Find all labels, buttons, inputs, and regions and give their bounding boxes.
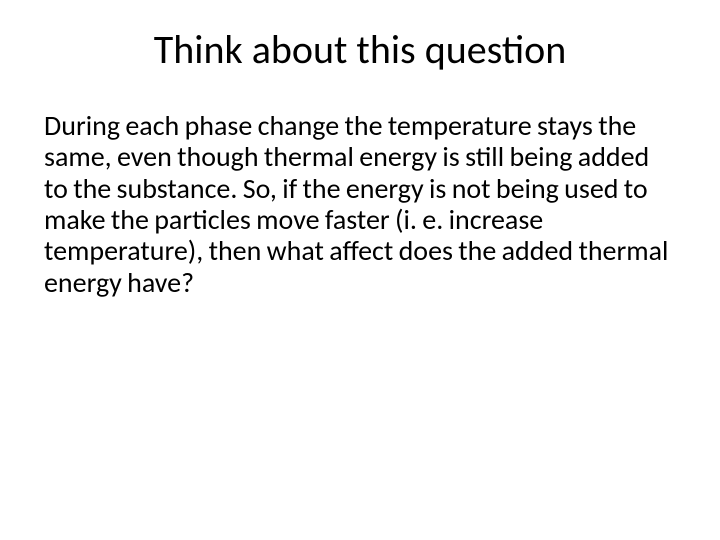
slide-title: Think about this question [44,28,676,72]
slide: Think about this question During each ph… [0,0,720,540]
slide-body-text: During each phase change the temperature… [44,110,676,298]
